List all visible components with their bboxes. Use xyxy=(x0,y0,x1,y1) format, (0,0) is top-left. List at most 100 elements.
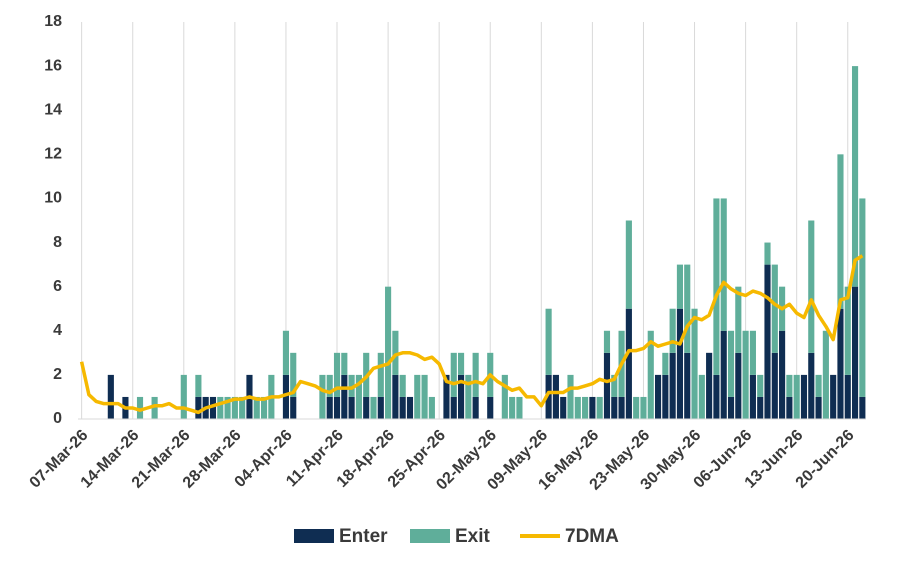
y-tick-label: 2 xyxy=(53,366,62,383)
bar xyxy=(377,352,384,397)
bar xyxy=(735,352,742,419)
bar xyxy=(844,374,851,419)
bar xyxy=(136,396,144,419)
bar xyxy=(611,396,618,419)
bar xyxy=(224,396,231,419)
bar xyxy=(282,374,290,419)
bar xyxy=(851,66,859,287)
bar xyxy=(319,374,326,419)
legend-label: Enter xyxy=(339,526,388,547)
bar xyxy=(749,374,756,419)
bar xyxy=(457,374,465,419)
bar xyxy=(487,396,494,419)
y-tick-label: 0 xyxy=(53,410,62,427)
bar xyxy=(830,374,837,419)
bar xyxy=(859,396,866,419)
bar xyxy=(414,374,421,419)
y-tick-label: 6 xyxy=(53,278,62,295)
bar xyxy=(589,396,596,419)
bar xyxy=(341,352,348,375)
bar xyxy=(837,308,844,419)
bar xyxy=(326,396,333,419)
bar xyxy=(509,396,516,419)
bar xyxy=(151,396,158,419)
bar xyxy=(399,374,406,397)
bar xyxy=(713,198,720,375)
bar xyxy=(822,330,829,419)
bar xyxy=(428,396,435,419)
bar xyxy=(465,374,472,419)
bar xyxy=(720,330,727,419)
bar xyxy=(800,374,808,419)
bar xyxy=(217,396,224,419)
bar xyxy=(749,330,756,375)
bar xyxy=(815,396,822,419)
bar xyxy=(676,308,684,419)
bar xyxy=(450,352,457,397)
y-tick-label: 14 xyxy=(44,101,62,118)
bar xyxy=(253,396,260,419)
bar xyxy=(757,396,764,419)
bar xyxy=(727,396,735,419)
bar xyxy=(735,286,742,353)
bar xyxy=(603,330,611,353)
line xyxy=(79,254,864,415)
bar xyxy=(815,374,822,397)
bar xyxy=(567,374,574,419)
y-tick-label: 12 xyxy=(44,146,62,163)
bar xyxy=(516,396,523,419)
bar xyxy=(107,374,114,419)
bar xyxy=(859,198,866,397)
bar xyxy=(209,396,217,419)
bar xyxy=(392,330,399,375)
legend-label: 7DMA xyxy=(565,526,619,547)
legend-label: Exit xyxy=(455,526,491,547)
bar xyxy=(180,374,187,419)
bar xyxy=(793,374,800,419)
bar xyxy=(757,374,764,397)
bar xyxy=(348,396,355,419)
bar xyxy=(742,330,749,419)
bar xyxy=(545,374,552,419)
bar xyxy=(662,374,669,419)
bar xyxy=(808,352,815,419)
bar xyxy=(669,352,676,419)
bar xyxy=(625,308,632,419)
bar xyxy=(333,352,341,397)
bar xyxy=(195,374,202,397)
y-tick-label: 4 xyxy=(53,322,62,339)
bar xyxy=(837,154,844,309)
bar xyxy=(333,396,341,419)
bar xyxy=(450,396,457,419)
bar xyxy=(633,396,640,419)
bar xyxy=(399,396,406,419)
bar xyxy=(421,374,428,419)
bar xyxy=(457,352,465,375)
bar xyxy=(786,396,793,419)
bar xyxy=(684,264,691,353)
bar xyxy=(720,198,727,331)
bar xyxy=(552,374,559,419)
bar xyxy=(851,286,859,419)
bar xyxy=(662,352,669,375)
bar xyxy=(260,396,268,419)
bar xyxy=(239,396,246,419)
bar xyxy=(363,396,370,419)
bar xyxy=(640,396,647,419)
y-tick-label: 16 xyxy=(44,57,62,74)
bar xyxy=(698,374,705,419)
legend-swatch xyxy=(294,529,334,543)
bar xyxy=(684,352,691,419)
bar xyxy=(582,396,589,419)
bar xyxy=(654,374,662,419)
bar xyxy=(348,374,355,397)
bar xyxy=(786,374,793,397)
bar xyxy=(764,242,771,265)
bar xyxy=(844,286,851,375)
bar xyxy=(625,220,632,309)
bar xyxy=(370,396,377,419)
bar xyxy=(669,308,676,353)
bar xyxy=(596,396,603,419)
bar xyxy=(647,330,654,419)
